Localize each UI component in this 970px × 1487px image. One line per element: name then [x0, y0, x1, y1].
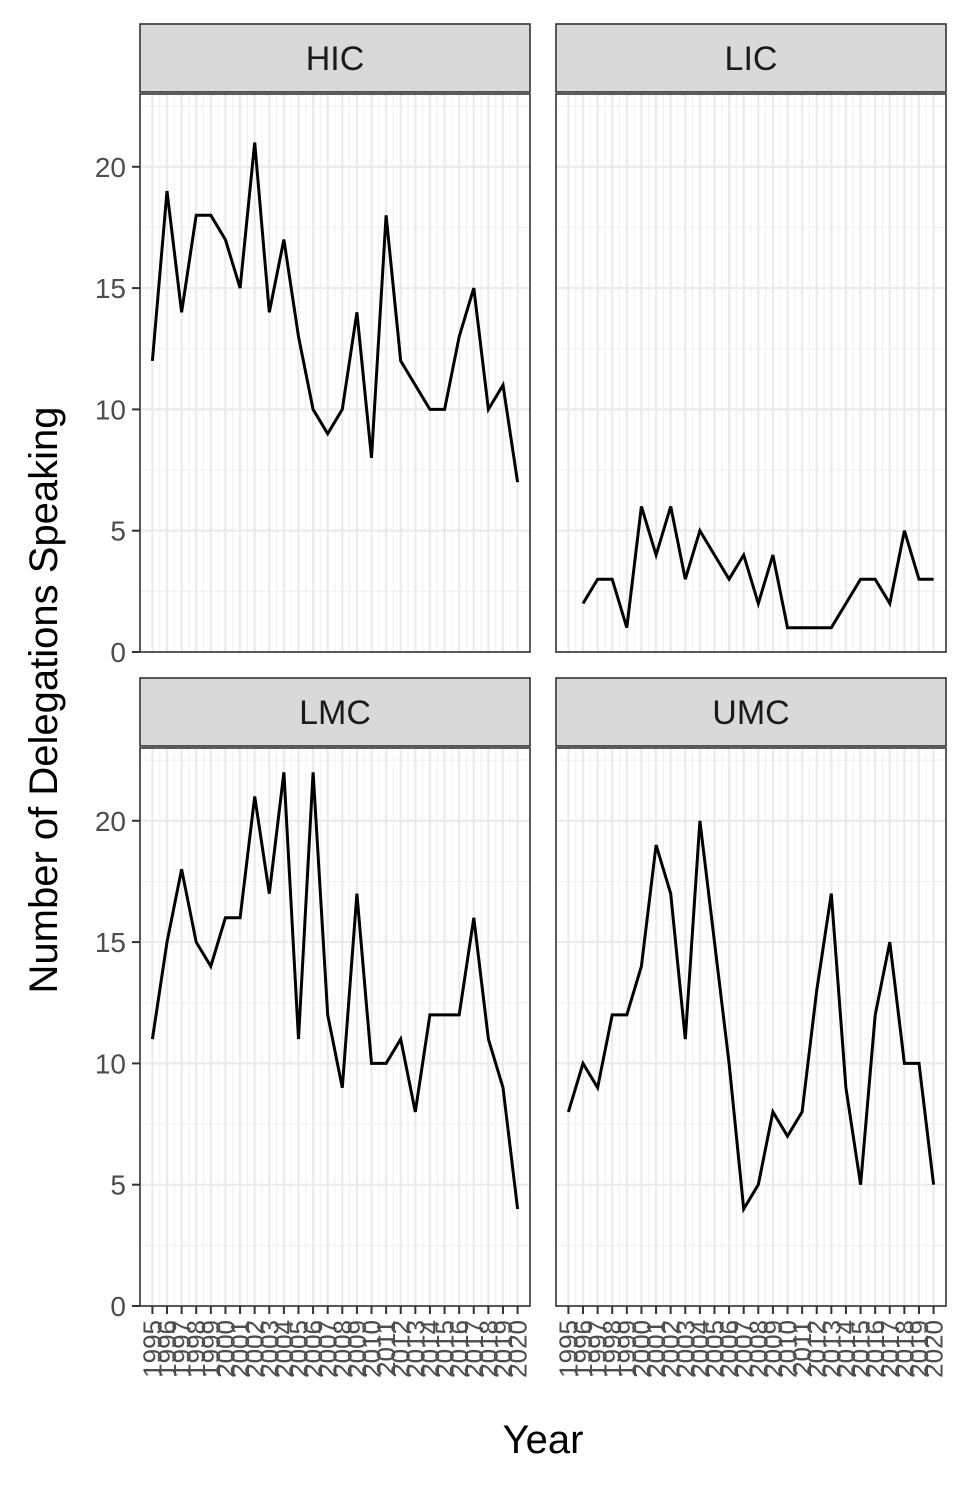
facet-strip-label: UMC [712, 694, 789, 732]
x-tick-label: 2017 [459, 1320, 489, 1378]
x-tick-label: 1997 [583, 1320, 613, 1378]
series-line-lic [581, 505, 934, 630]
x-tick-label: 2003 [254, 1320, 284, 1378]
facet-strip [555, 677, 947, 747]
x-tick-label: 2016 [444, 1320, 474, 1378]
x-tick-label: 2002 [656, 1320, 686, 1378]
x-tick-label: 2010 [357, 1320, 387, 1378]
x-tick-label: 2000 [626, 1320, 656, 1378]
x-tick-label: 2002 [240, 1320, 270, 1378]
x-tick-label: 2011 [787, 1320, 817, 1376]
y-tick-label: 5 [110, 1170, 126, 1201]
panel-border [555, 93, 947, 653]
x-tick-label: 2020 [503, 1320, 533, 1378]
x-tick-label: 2004 [269, 1320, 299, 1378]
y-tick-label: 0 [110, 637, 126, 668]
y-tick-label: 0 [110, 1291, 126, 1322]
series-line-umc [566, 820, 936, 1214]
x-tick-label: 2013 [816, 1320, 846, 1378]
x-tick-label: 2008 [743, 1320, 773, 1378]
x-tick-label: 2019 [904, 1320, 934, 1378]
facet-strip-label: LMC [299, 694, 371, 732]
x-tick-label: 2015 [846, 1320, 876, 1378]
x-tick-label: 2018 [889, 1320, 919, 1378]
x-tick-label: 2014 [831, 1320, 861, 1378]
y-tick-label: 15 [95, 273, 126, 304]
x-axis-title: Year [503, 1418, 584, 1462]
x-tick-label: 2014 [415, 1320, 445, 1378]
facet-hic: HIC 0 5 10 15 20 [95, 23, 531, 668]
panel-border [139, 747, 531, 1307]
facet-strip-label: LIC [725, 40, 778, 78]
x-tick-label: 2013 [400, 1320, 430, 1378]
facet-strip [139, 23, 531, 93]
panel-border [139, 93, 531, 653]
x-tick-label: 2004 [685, 1320, 715, 1378]
y-axis-title: Number of Delegations Speaking [22, 406, 66, 993]
x-tick-label: 2010 [773, 1320, 803, 1378]
x-tick-label: 2001 [225, 1320, 255, 1378]
x-tick-label: 2012 [386, 1320, 416, 1378]
facet-strip [139, 677, 531, 747]
x-tick-label: 1995 [137, 1320, 167, 1378]
x-tick-label: 2005 [283, 1320, 313, 1378]
facet-lmc: LMC0510152019951996199719981999200020012… [95, 677, 533, 1378]
x-tick-label: 1999 [612, 1320, 642, 1378]
x-tick-label: 1997 [167, 1320, 197, 1378]
series-line-lmc [150, 772, 520, 1210]
y-tick-label: 20 [95, 152, 126, 183]
x-tick-label: 2007 [729, 1320, 759, 1378]
x-tick-label: 2018 [473, 1320, 503, 1378]
x-tick-label: 1998 [181, 1320, 211, 1378]
x-tick-label: 2012 [802, 1320, 832, 1378]
x-tick-label: 2006 [714, 1320, 744, 1378]
facet-strip-label: HIC [306, 40, 365, 78]
x-tick-label: 2009 [758, 1320, 788, 1378]
x-tick-label: 2019 [488, 1320, 518, 1378]
x-tick-label: 2005 [699, 1320, 729, 1378]
x-tick-label: 2009 [342, 1320, 372, 1378]
y-tick-label: 5 [110, 516, 126, 547]
x-tick-label: 2000 [210, 1320, 240, 1378]
y-tick-label: 10 [95, 1048, 126, 1079]
x-tick-label: 2016 [860, 1320, 890, 1378]
x-tick-label: 2008 [327, 1320, 357, 1378]
series-line-hic [150, 142, 520, 483]
x-tick-label: 1998 [597, 1320, 627, 1378]
x-tick-label: 2015 [430, 1320, 460, 1378]
facet-umc: UMC1995199619971998199920002001200220032… [553, 677, 949, 1378]
y-tick-label: 20 [95, 806, 126, 837]
x-tick-label: 2006 [298, 1320, 328, 1378]
x-tick-label: 2011 [371, 1320, 401, 1376]
x-tick-label: 2003 [670, 1320, 700, 1378]
y-tick-label: 15 [95, 927, 126, 958]
x-tick-label: 1996 [568, 1320, 598, 1378]
facet-strip [555, 23, 947, 93]
facet-panels: HIC05101520LICLMC05101520199519961997199… [95, 23, 949, 1378]
x-tick-label: 2007 [313, 1320, 343, 1378]
x-tick-label: 1999 [196, 1320, 226, 1378]
x-tick-label: 1996 [152, 1320, 182, 1378]
x-tick-label: 2020 [919, 1320, 949, 1378]
x-tick-label: 2017 [875, 1320, 905, 1378]
y-tick-label: 10 [95, 394, 126, 425]
facet-lic: LIC [555, 23, 947, 654]
panel-border [555, 747, 947, 1307]
x-tick-label: 1995 [553, 1320, 583, 1378]
x-tick-label: 2001 [641, 1320, 671, 1378]
